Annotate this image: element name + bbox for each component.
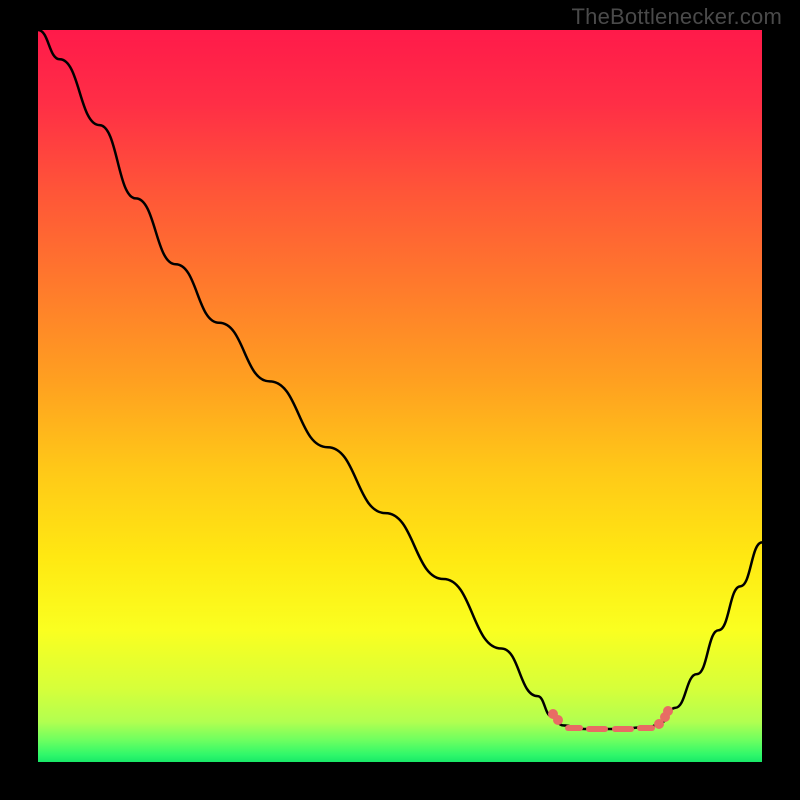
- watermark-text: TheBottlenecker.com: [572, 4, 782, 30]
- marker-dash: [637, 725, 655, 731]
- bottleneck-curve: [38, 30, 762, 729]
- marker-dash: [586, 726, 608, 732]
- curve-layer: [38, 30, 762, 762]
- chart-area: [38, 30, 762, 762]
- marker-dash: [565, 725, 583, 731]
- marker-dot: [553, 715, 563, 725]
- marker-dot: [663, 706, 673, 716]
- marker-dash: [612, 726, 634, 732]
